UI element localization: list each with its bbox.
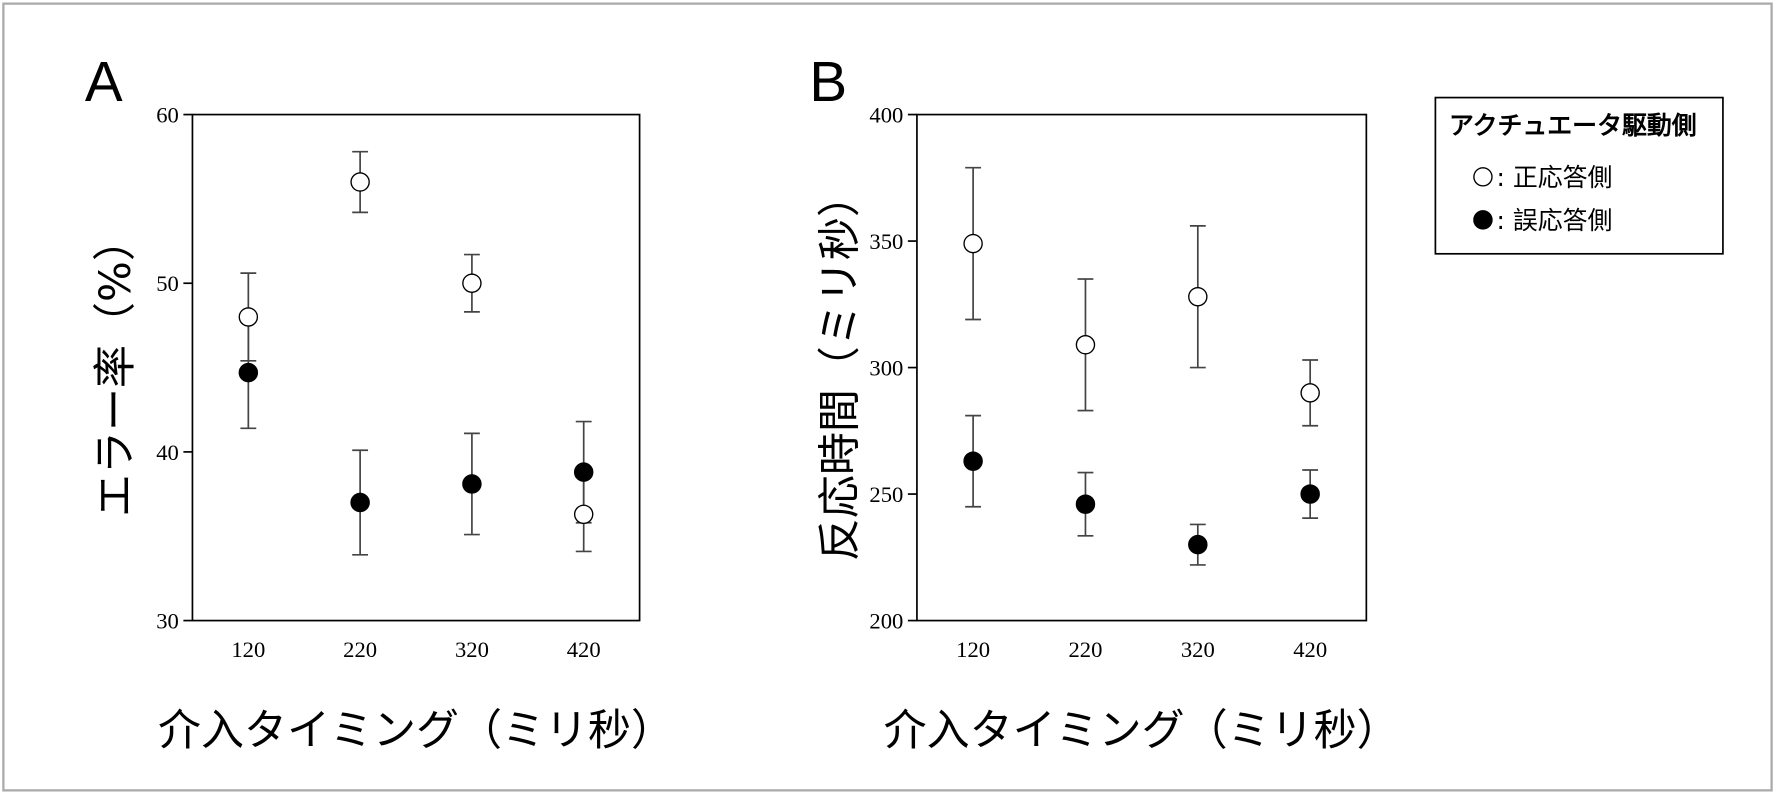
point: [238, 307, 259, 327]
x-tick-label: 420: [567, 637, 601, 662]
y-tick-label: 350: [869, 229, 903, 254]
y-tick-label: 400: [869, 102, 903, 127]
point: [1300, 383, 1320, 403]
point: [350, 172, 370, 192]
y-axis-title: 反応時間（ミリ秒）: [816, 174, 866, 561]
legend-title: アクチュエータ駆動側: [1449, 111, 1697, 140]
x-tick-label: 120: [231, 637, 265, 662]
point: [1075, 494, 1096, 514]
y-tick-label: 200: [869, 608, 903, 633]
legend-label: : 誤応答側: [1497, 206, 1613, 235]
panel-label: B: [809, 50, 847, 113]
y-tick-label: 300: [869, 355, 903, 380]
point: [573, 462, 594, 482]
y-tick-label: 250: [869, 482, 903, 507]
x-axis-title: 介入タイミング（ミリ秒）: [884, 706, 1400, 756]
point: [238, 362, 259, 383]
x-tick-label: 220: [343, 637, 377, 662]
x-tick-label: 220: [1068, 637, 1102, 662]
point: [462, 474, 482, 494]
y-tick-label: 50: [156, 271, 179, 296]
y-tick-label: 60: [156, 102, 179, 127]
point: [1188, 534, 1208, 555]
legend-marker: [1473, 210, 1493, 230]
y-axis-title: エラー率（%）: [91, 218, 141, 517]
legend-marker: [1473, 167, 1493, 187]
panel-label: A: [85, 50, 123, 113]
x-tick-label: 420: [1293, 637, 1327, 662]
point: [1188, 286, 1208, 307]
x-tick-label: 320: [455, 637, 489, 662]
y-tick-label: 30: [156, 608, 179, 633]
point: [573, 504, 594, 525]
point: [350, 492, 370, 513]
x-axis-title: 介入タイミング（ミリ秒）: [158, 706, 674, 756]
plot-frame: [191, 113, 641, 622]
point: [963, 451, 983, 471]
point: [963, 233, 983, 254]
point: [1075, 335, 1096, 355]
point: [462, 273, 482, 293]
x-tick-label: 320: [1181, 637, 1215, 662]
legend-label: : 正応答側: [1497, 163, 1613, 192]
x-tick-label: 120: [956, 637, 990, 662]
point: [1300, 484, 1320, 504]
y-tick-label: 40: [156, 440, 179, 465]
